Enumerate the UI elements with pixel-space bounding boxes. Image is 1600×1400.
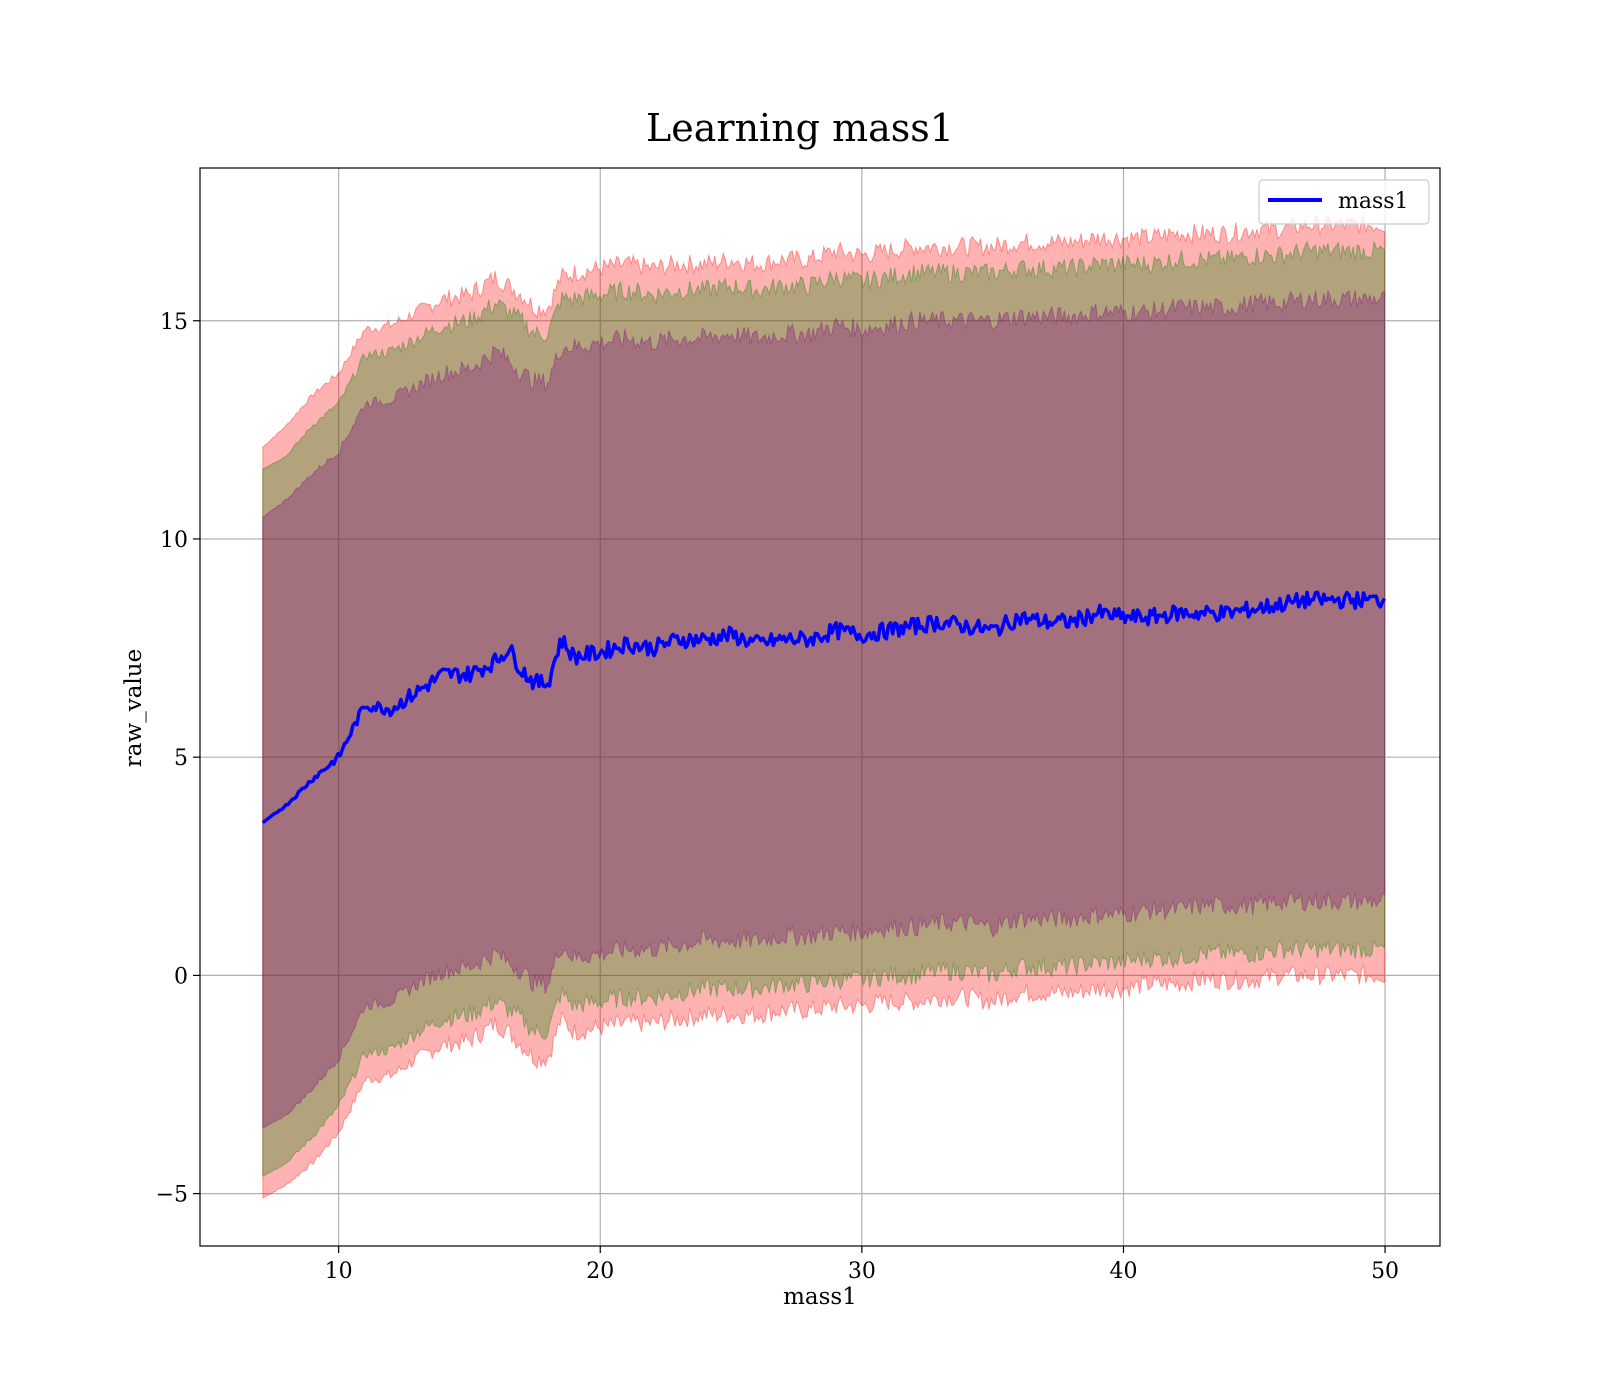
x-tick-label: 30 xyxy=(848,1259,876,1284)
confidence-band-0 xyxy=(262,213,1385,1199)
y-axis-ticks: −5 0 5 10 15 xyxy=(156,310,200,1208)
y-tick-label: 0 xyxy=(174,964,188,989)
x-axis-ticks: 10 20 30 40 50 xyxy=(325,1246,1399,1284)
confidence-band-1 xyxy=(262,240,1385,1178)
chart-title: Learning mass1 xyxy=(646,106,954,150)
x-tick-label: 40 xyxy=(1109,1259,1137,1284)
x-tick-label: 10 xyxy=(325,1259,353,1284)
y-tick-label: −5 xyxy=(156,1183,188,1208)
confidence-bands xyxy=(262,213,1385,1199)
confidence-band-2 xyxy=(262,289,1385,1130)
y-tick-label: 15 xyxy=(160,310,188,335)
y-tick-label: 5 xyxy=(174,746,188,771)
y-tick-label: 10 xyxy=(160,528,188,553)
series-lines xyxy=(261,590,1387,825)
legend-label: mass1 xyxy=(1338,189,1409,214)
series-line-mass1 xyxy=(261,590,1387,825)
x-tick-label: 20 xyxy=(586,1259,614,1284)
grid xyxy=(200,168,1440,1246)
legend-box xyxy=(1258,179,1430,225)
x-axis-label: mass1 xyxy=(783,1284,857,1310)
y-axis-label: raw_value xyxy=(121,649,147,767)
plot-frame xyxy=(199,167,1441,1247)
x-tick-label: 50 xyxy=(1371,1259,1399,1284)
legend: mass1 xyxy=(1258,179,1430,225)
